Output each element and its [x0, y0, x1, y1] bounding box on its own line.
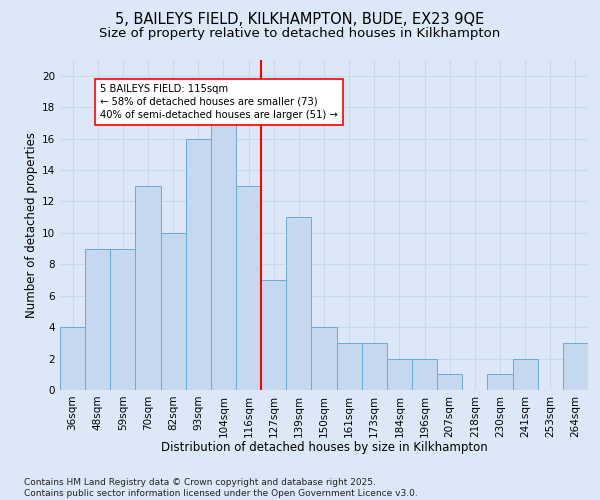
Bar [362, 343, 387, 390]
X-axis label: Distribution of detached houses by size in Kilkhampton: Distribution of detached houses by size … [161, 441, 487, 454]
Bar [412, 358, 437, 390]
Bar [110, 248, 136, 390]
Y-axis label: Number of detached properties: Number of detached properties [25, 132, 38, 318]
Bar [437, 374, 462, 390]
Bar [512, 358, 538, 390]
Text: 5 BAILEYS FIELD: 115sqm
← 58% of detached houses are smaller (73)
40% of semi-de: 5 BAILEYS FIELD: 115sqm ← 58% of detache… [100, 84, 338, 120]
Bar [387, 358, 412, 390]
Bar [487, 374, 512, 390]
Bar [136, 186, 161, 390]
Bar [563, 343, 588, 390]
Bar [60, 327, 85, 390]
Bar [261, 280, 286, 390]
Text: 5, BAILEYS FIELD, KILKHAMPTON, BUDE, EX23 9QE: 5, BAILEYS FIELD, KILKHAMPTON, BUDE, EX2… [115, 12, 485, 28]
Bar [161, 233, 186, 390]
Bar [311, 327, 337, 390]
Bar [337, 343, 362, 390]
Bar [236, 186, 261, 390]
Bar [186, 138, 211, 390]
Bar [85, 248, 110, 390]
Text: Contains HM Land Registry data © Crown copyright and database right 2025.
Contai: Contains HM Land Registry data © Crown c… [24, 478, 418, 498]
Bar [211, 123, 236, 390]
Bar [286, 217, 311, 390]
Text: Size of property relative to detached houses in Kilkhampton: Size of property relative to detached ho… [100, 28, 500, 40]
